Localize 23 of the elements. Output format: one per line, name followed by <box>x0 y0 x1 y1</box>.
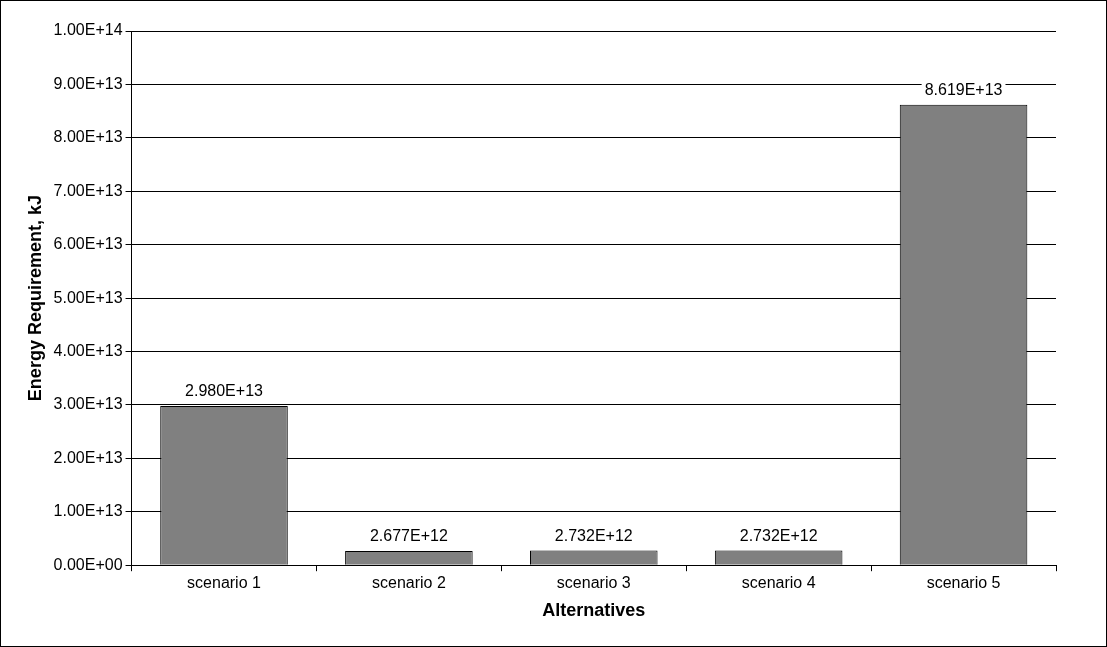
x-tick-label: scenario 2 <box>371 574 446 592</box>
data-label: 2.732E+12 <box>739 527 818 545</box>
y-tick-label: 3.00E+13 <box>53 395 123 413</box>
y-tick-label: 7.00E+13 <box>53 181 123 199</box>
x-tick-label: scenario 5 <box>926 574 1001 592</box>
y-tick-label: 2.00E+13 <box>53 448 123 466</box>
y-tick-label: 5.00E+13 <box>53 288 123 306</box>
x-tick-label: scenario 1 <box>187 574 262 592</box>
y-axis-title: Energy Requirement, kJ <box>24 195 45 402</box>
data-label: 2.677E+12 <box>369 527 448 545</box>
y-tick-label: 6.00E+13 <box>53 235 123 253</box>
y-tick-label: 9.00E+13 <box>53 74 123 92</box>
y-tick-label: 4.00E+13 <box>53 341 123 359</box>
data-label: 8.619E+13 <box>924 81 1003 99</box>
x-tick-label: scenario 3 <box>556 574 631 592</box>
y-tick-label: 1.00E+14 <box>53 21 123 39</box>
y-tick-label: 8.00E+13 <box>53 128 123 146</box>
y-tick-label: 0.00E+00 <box>53 555 123 573</box>
y-tick-label: 1.00E+13 <box>53 502 123 520</box>
data-label: 2.732E+12 <box>554 527 633 545</box>
x-axis-title: Alternatives <box>542 600 646 621</box>
x-tick-label: scenario 4 <box>741 574 816 592</box>
data-label: 2.980E+13 <box>185 382 264 400</box>
